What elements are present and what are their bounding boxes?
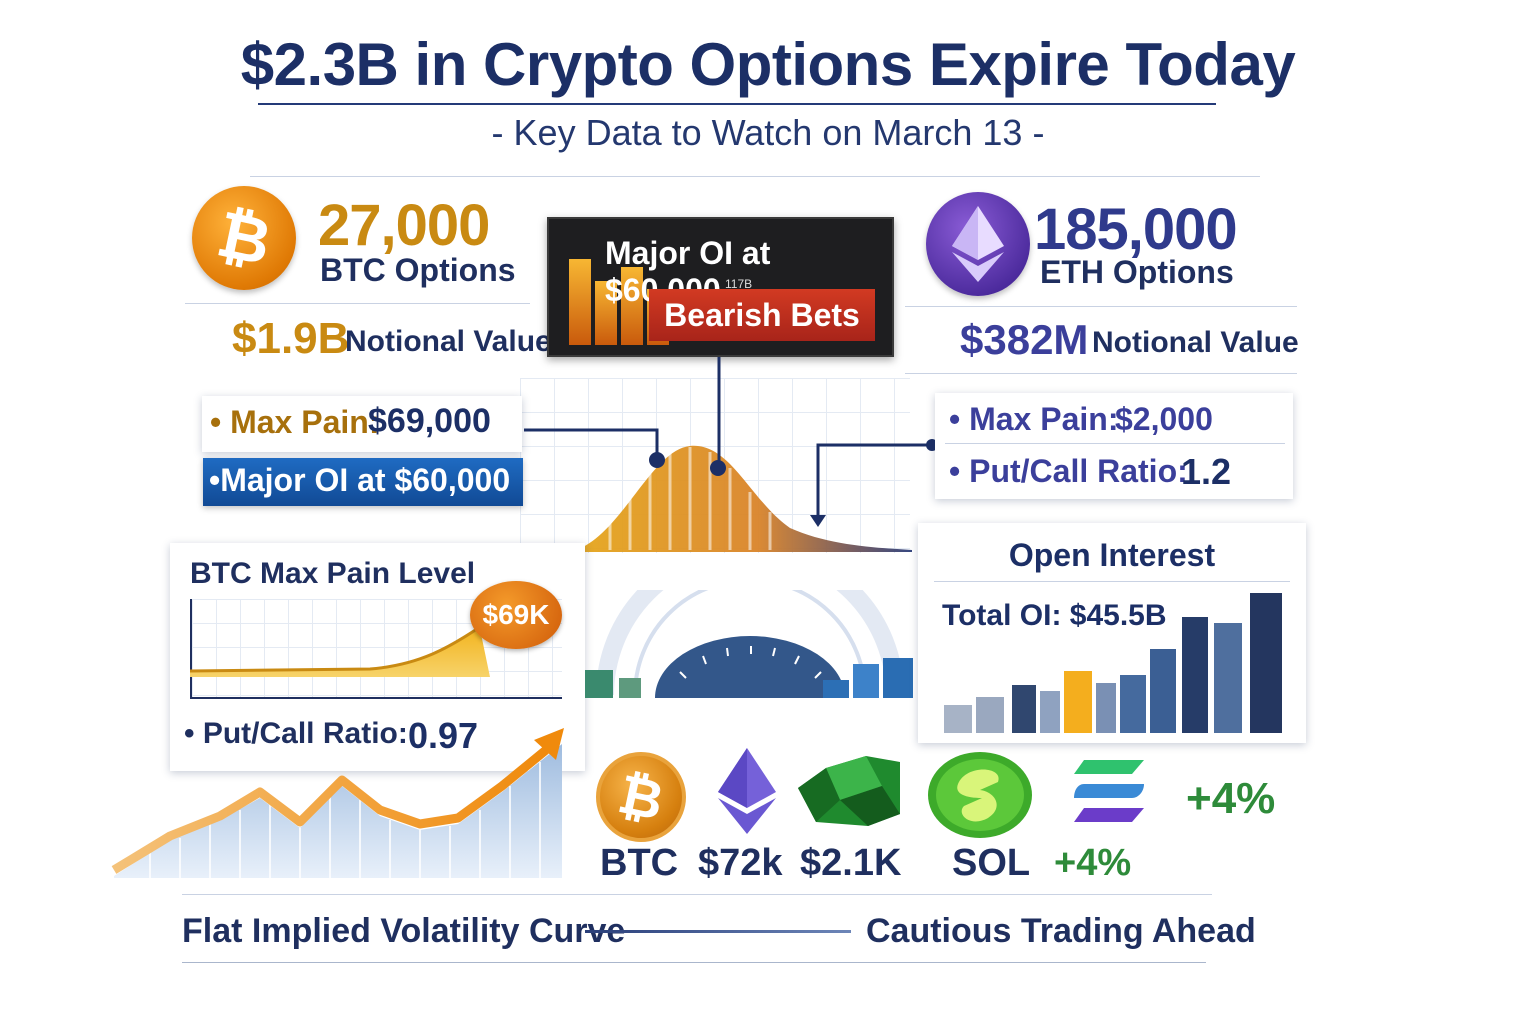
- eth-options-label: ETH Options: [1040, 254, 1234, 290]
- btc-options-count: 27,000: [318, 193, 490, 258]
- open-interest-bar-chart: [944, 593, 1282, 733]
- eth-divider-2: [905, 373, 1297, 374]
- btc-ticker-icon: ₿: [596, 752, 686, 842]
- btc-ticker-label: BTC: [600, 842, 679, 884]
- eth-divider: [905, 306, 1297, 307]
- btc-max-pain-level-title: BTC Max Pain Level: [190, 557, 476, 590]
- eth-notional-label: Notional Value: [1092, 326, 1299, 359]
- eth-pcr-label: • Put/Call Ratio:: [949, 453, 1188, 489]
- footer-bottom-divider: [182, 962, 1206, 963]
- eth-options-count: 185,000: [1034, 197, 1238, 262]
- btc-price: $72k: [698, 842, 783, 884]
- emerald-gem-icon: [798, 756, 900, 826]
- ethereum-icon: [926, 192, 1030, 296]
- bitcoin-icon: ₿: [192, 186, 296, 290]
- volatility-gauge: [585, 590, 913, 698]
- title-underline: [258, 103, 1216, 105]
- major-oi-small-text: 117B: [725, 277, 753, 291]
- change-badge-1: +4%: [1186, 774, 1276, 823]
- btc-notional-label: Notional Value: [345, 325, 552, 358]
- btc-max-pain-level-card: BTC Max Pain Level $69K • Put/Call Ratio…: [170, 543, 585, 771]
- eth-ticker-icon: [718, 748, 776, 834]
- eth-stats-card: • Max Pain: $2,000 • Put/Call Ratio: 1.2: [935, 393, 1293, 499]
- open-interest-title: Open Interest: [1008, 537, 1216, 573]
- page-title: $2.3B in Crypto Options Expire Today: [240, 31, 1296, 98]
- max-pain-distribution-curve: [570, 445, 912, 552]
- page-subtitle: - Key Data to Watch on March 13 -: [491, 112, 1045, 153]
- eth-notional-value: $382M: [960, 316, 1089, 363]
- btc-69k-badge: $69K: [470, 581, 562, 649]
- btc-notional-value: $1.9B: [232, 314, 350, 363]
- bearish-bets-tag: Bearish Bets: [649, 289, 875, 341]
- btc-divider: [185, 303, 530, 304]
- btc-pcr-value: 0.97: [408, 715, 479, 756]
- footer-top-divider: [182, 894, 1212, 895]
- connector-lines: [524, 357, 938, 527]
- btc-max-pain-value: $69,000: [368, 402, 491, 440]
- sol-ticker-label: SOL: [952, 842, 1031, 884]
- btc-major-oi-banner: •Major OI at $60,000: [203, 458, 523, 506]
- open-interest-total: Total OI: $45.5B: [942, 599, 1167, 632]
- major-oi-panel: Major OI at $60,000 117B Bearish Bets: [547, 217, 894, 357]
- footer-left-text: Flat Implied Volatility Curve: [182, 912, 626, 950]
- change-badge-2: +4%: [1054, 842, 1132, 884]
- sol-swirl-icon: [928, 752, 1032, 838]
- rising-trend-chart: [111, 728, 564, 878]
- footer-connector-line: [585, 930, 851, 933]
- btc-max-pain-label: • Max Pain:: [210, 404, 380, 440]
- header-divider: [250, 176, 1260, 177]
- btc-pcr-label: • Put/Call Ratio:: [184, 717, 408, 750]
- eth-price: $2.1K: [800, 842, 902, 884]
- solana-logo-icon: [1074, 760, 1144, 822]
- eth-pcr-value: 1.2: [1181, 451, 1232, 492]
- btc-options-label: BTC Options: [320, 252, 516, 288]
- open-interest-card: Open Interest Total OI: $45.5B: [918, 523, 1306, 743]
- footer-right-text: Cautious Trading Ahead: [866, 912, 1256, 950]
- open-interest-divider: [934, 581, 1290, 582]
- eth-max-pain-label: • Max Pain:: [949, 401, 1119, 437]
- btc-max-pain-card: • Max Pain: $69,000: [202, 396, 522, 452]
- eth-card-divider: [945, 443, 1285, 444]
- ethereum-diamond-icon: [952, 206, 1004, 282]
- eth-max-pain-value: $2,000: [1115, 401, 1213, 437]
